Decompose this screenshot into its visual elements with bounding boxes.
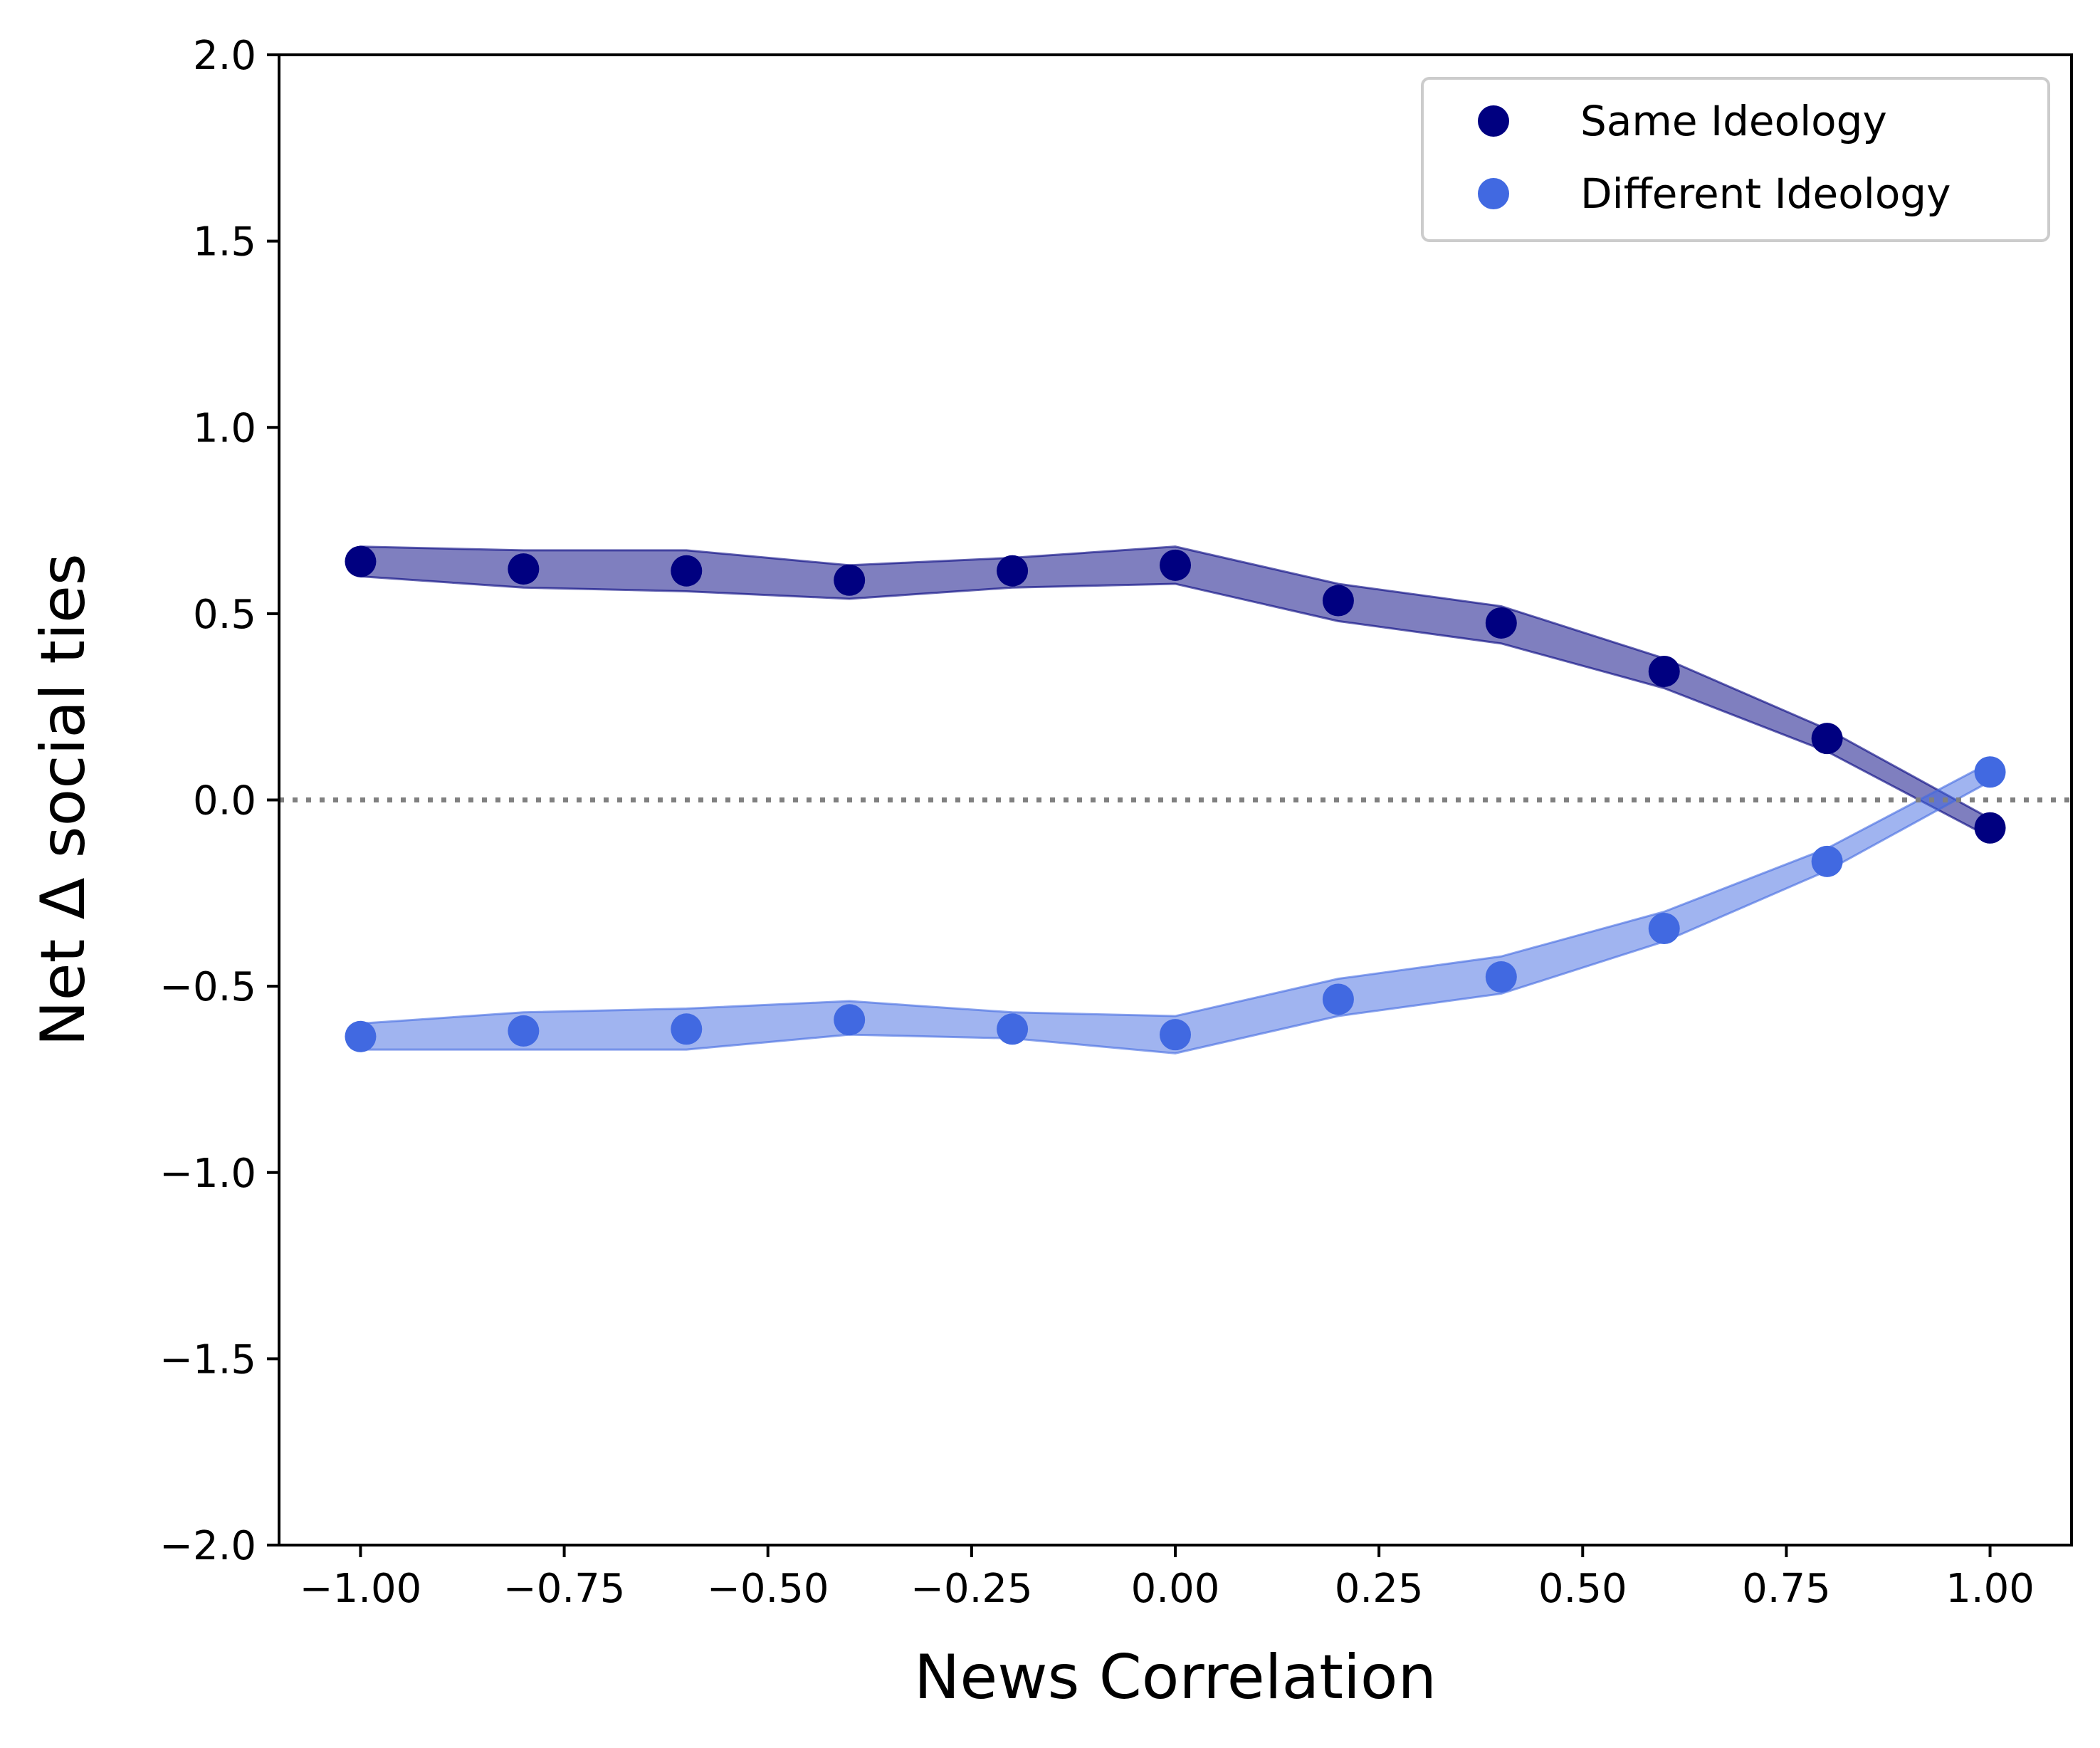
data-point-series-2-8 bbox=[1648, 913, 1680, 945]
data-point-series-2-2 bbox=[671, 1013, 703, 1045]
y-tick-label: 0.5 bbox=[193, 592, 256, 638]
data-point-series-1-9 bbox=[1811, 723, 1843, 755]
y-tick-label: 2.0 bbox=[193, 33, 256, 79]
data-point-series-2-1 bbox=[508, 1015, 540, 1047]
data-point-series-1-8 bbox=[1648, 655, 1680, 687]
data-point-series-1-1 bbox=[508, 553, 540, 585]
legend-box bbox=[1421, 77, 2050, 242]
legend-marker-series-2 bbox=[1478, 178, 1509, 209]
x-tick-label: 0.00 bbox=[1131, 1566, 1220, 1612]
data-point-series-2-6 bbox=[1322, 983, 1354, 1015]
x-tick-label: −0.25 bbox=[910, 1566, 1033, 1612]
y-tick-label: −0.5 bbox=[159, 964, 256, 1010]
data-point-series-1-2 bbox=[671, 555, 703, 587]
y-tick-label: 0.0 bbox=[193, 778, 256, 825]
legend-marker-series-1 bbox=[1478, 105, 1509, 137]
y-tick-label: −2.0 bbox=[159, 1523, 256, 1569]
legend-label-series-1: Same Ideology bbox=[1580, 97, 1887, 145]
data-point-series-2-7 bbox=[1485, 961, 1517, 993]
y-tick-label: −1.0 bbox=[159, 1151, 256, 1197]
confidence-band-series-1 bbox=[359, 545, 1992, 839]
y-tick-label: 1.0 bbox=[193, 405, 256, 451]
y-tick-label: −1.5 bbox=[159, 1336, 256, 1383]
y-tick-label: 1.5 bbox=[193, 219, 256, 266]
y-axis-title: Net Δ social ties bbox=[28, 553, 99, 1046]
axes-layer: −1.00 −0.75 −0.50 −0.25 0.00 0.25 0.50 0.75 1.00… bbox=[28, 33, 2073, 1713]
confidence-band-series-2 bbox=[359, 760, 1992, 1054]
x-tick-label: −1.00 bbox=[300, 1566, 422, 1612]
x-tick-label: 0.50 bbox=[1538, 1566, 1627, 1612]
data-point-series-1-7 bbox=[1485, 607, 1517, 639]
x-tick-label: −0.75 bbox=[503, 1566, 626, 1612]
data-point-series-2-0 bbox=[345, 1020, 377, 1052]
data-point-series-2-4 bbox=[997, 1013, 1029, 1045]
x-tick-label: −0.50 bbox=[707, 1566, 829, 1612]
data-point-series-1-5 bbox=[1160, 549, 1191, 581]
x-axis-title: News Correlation bbox=[914, 1642, 1437, 1713]
data-point-series-1-0 bbox=[345, 545, 377, 577]
data-point-series-1-4 bbox=[997, 555, 1029, 587]
legend-label-series-2: Different Ideology bbox=[1580, 169, 1951, 218]
data-point-series-1-3 bbox=[834, 564, 866, 596]
data-point-series-2-10 bbox=[1974, 756, 2006, 788]
x-tick-label: 1.00 bbox=[1946, 1566, 2035, 1612]
data-point-series-2-5 bbox=[1160, 1019, 1191, 1051]
x-tick-label: 0.75 bbox=[1742, 1566, 1831, 1612]
data-point-series-2-9 bbox=[1811, 845, 1843, 877]
data-point-series-1-6 bbox=[1322, 585, 1354, 617]
points-layer bbox=[345, 545, 2006, 1052]
data-point-series-1-10 bbox=[1974, 812, 2006, 844]
data-point-series-2-3 bbox=[834, 1004, 866, 1036]
x-tick-label: 0.25 bbox=[1335, 1566, 1424, 1612]
legend: Same Ideology Different Ideology bbox=[1421, 77, 2050, 242]
